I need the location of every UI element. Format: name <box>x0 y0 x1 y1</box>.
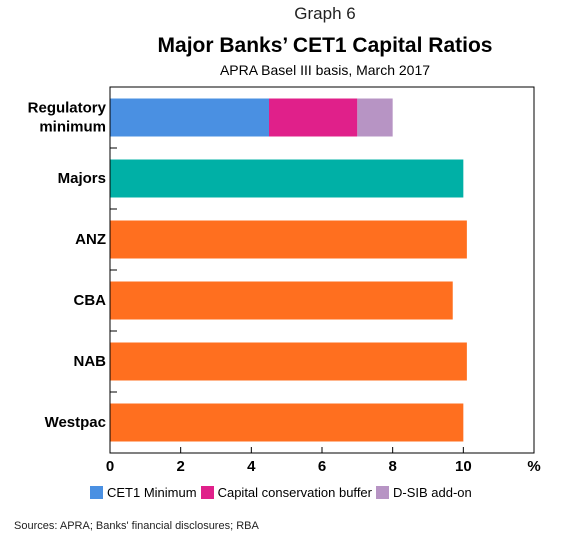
bar-cba <box>110 281 453 320</box>
chart-title: Major Banks’ CET1 Capital Ratios <box>157 34 493 57</box>
category-label: minimum <box>39 119 106 136</box>
legend-label-cet1-minimum: CET1 Minimum <box>107 485 197 500</box>
graph-number: Graph 6 <box>294 4 356 23</box>
legend-swatch-cet1-minimum <box>90 486 103 499</box>
legend-label-dsib-add-on: D-SIB add-on <box>393 485 472 500</box>
bar-anz <box>110 220 467 259</box>
x-tick-label: 10 <box>455 458 472 475</box>
chart-subtitle: APRA Basel III basis, March 2017 <box>219 62 431 78</box>
bar-majors <box>110 159 464 198</box>
x-tick-label: 6 <box>318 458 326 475</box>
bar-regulatory-minimum-capital-conservation-buffer <box>269 98 358 137</box>
x-tick-label: 2 <box>176 458 184 475</box>
x-tick-label: 4 <box>247 458 256 475</box>
category-label: NAB <box>74 353 107 370</box>
category-label: Majors <box>58 170 106 187</box>
legend-swatch-dsib-add-on <box>376 486 389 499</box>
category-label: Regulatory <box>28 100 107 117</box>
bar-nab <box>110 342 467 381</box>
legend: CET1 Minimum Capital conservation buffer… <box>90 485 476 500</box>
x-tick-label: 0 <box>106 458 114 475</box>
legend-item-dsib-add-on: D-SIB add-on <box>376 485 472 500</box>
category-label: Westpac <box>45 414 106 431</box>
category-label: ANZ <box>75 231 106 248</box>
bar-regulatory-minimum-d-sib-add-on <box>357 98 393 137</box>
bar-chart: Regulatory minimum Majors ANZ CBA NAB Westpac 0… <box>28 86 541 475</box>
legend-item-capital-conservation-buffer: Capital conservation buffer <box>200 485 372 500</box>
legend-label-capital-conservation-buffer: Capital conservation buffer <box>217 485 372 500</box>
legend-swatch-capital-conservation-buffer <box>200 486 214 499</box>
bar-regulatory-minimum-cet1-minimum <box>110 98 269 137</box>
x-tick-label: 8 <box>388 458 396 475</box>
sources-note: Sources: APRA; Banks' financial disclosu… <box>14 520 259 532</box>
legend-item-cet1-minimum: CET1 Minimum <box>90 485 197 500</box>
plot-frame <box>109 86 535 454</box>
category-label: CBA <box>74 292 107 309</box>
x-unit-label: % <box>527 458 540 475</box>
bar-westpac <box>110 403 464 442</box>
